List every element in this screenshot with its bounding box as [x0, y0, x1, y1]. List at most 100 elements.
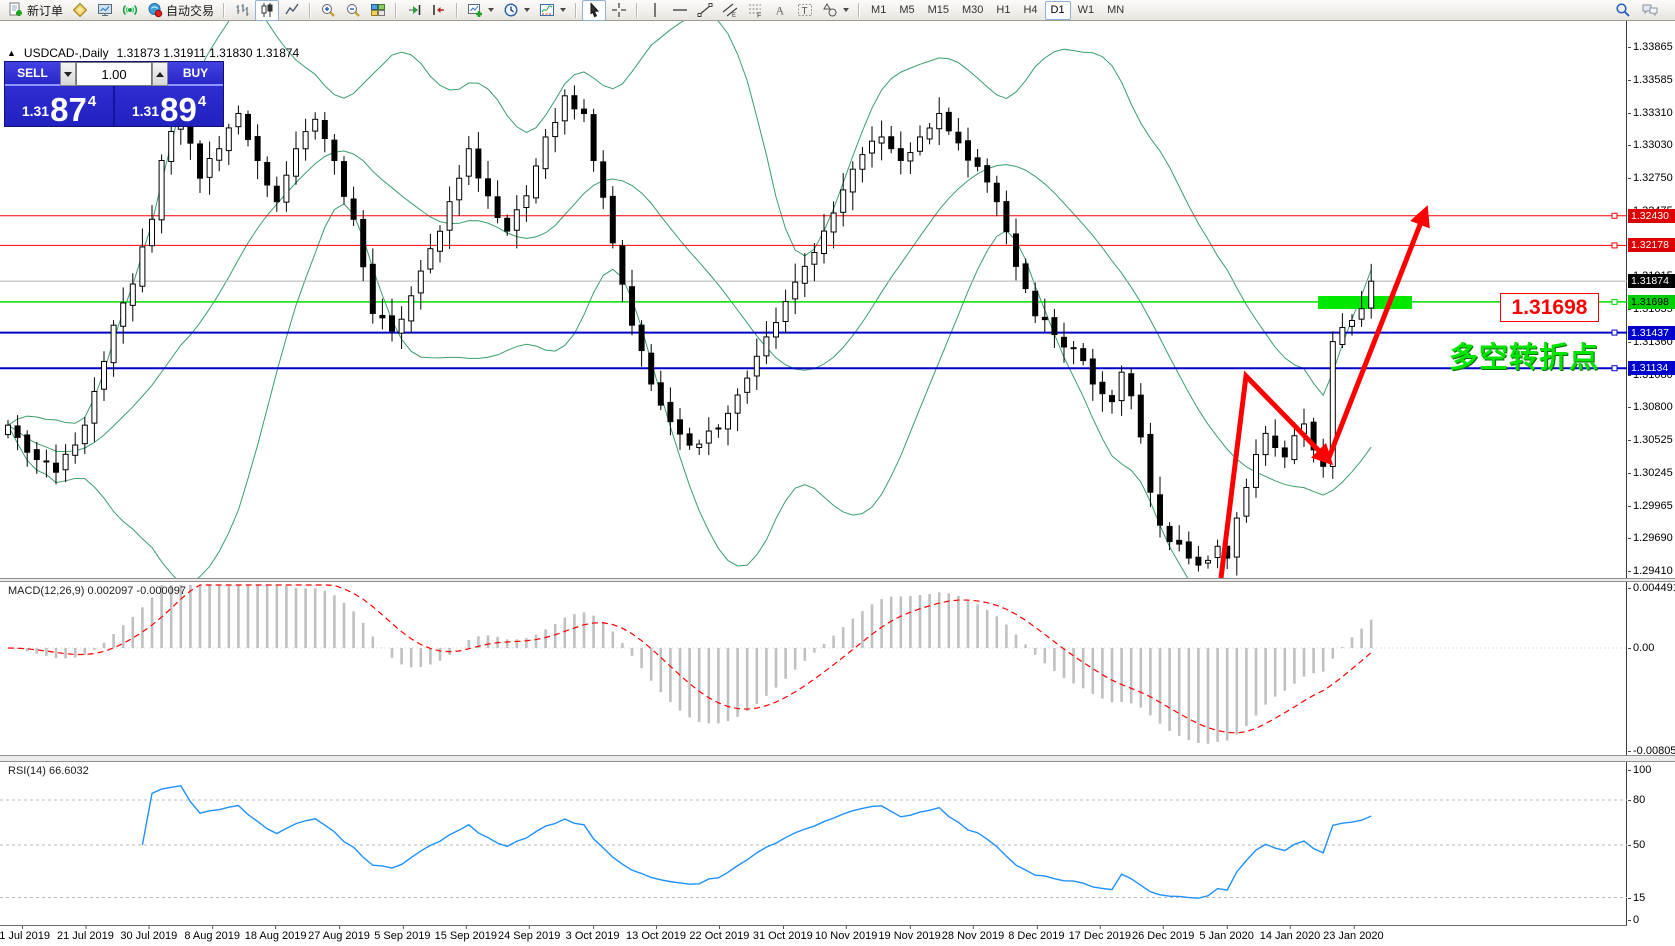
- timeframe-H4[interactable]: H4: [1023, 3, 1038, 16]
- date-tick: 21 Jul 2019: [56, 926, 114, 942]
- volume-input[interactable]: [76, 62, 152, 86]
- rsi-canvas[interactable]: [0, 762, 1627, 925]
- price-tick: 1.30800: [1628, 401, 1673, 414]
- date-tick: 17 Dec 2019: [1068, 926, 1131, 942]
- svg-text:T: T: [802, 6, 808, 17]
- chat-icon[interactable]: [1641, 2, 1659, 18]
- price-badge-green: 1.31698: [1628, 294, 1675, 309]
- toolbar-separator: [636, 2, 639, 18]
- main-chart-pane[interactable]: ▲ USDCAD-,Daily 1.31873 1.31911 1.31830 …: [0, 21, 1627, 578]
- horizontal-line-icon: [673, 9, 688, 11]
- collapse-panel-icon[interactable]: ▲: [7, 48, 16, 58]
- new-order-button[interactable]: 新订单: [4, 0, 67, 21]
- market-watch-icon: [98, 4, 113, 16]
- channel-tool-button[interactable]: E: [718, 0, 742, 21]
- tile-windows-button[interactable]: [366, 0, 390, 21]
- price-tick: 1.29410: [1628, 565, 1673, 577]
- chart-shift-button[interactable]: [427, 0, 451, 21]
- timeframe-M30[interactable]: M30: [962, 3, 984, 16]
- price-tick: 1.33585: [1628, 73, 1673, 86]
- trendline-tool-button[interactable]: [693, 0, 717, 21]
- timeframe-W1[interactable]: W1: [1077, 3, 1095, 16]
- price-axis[interactable]: 1.33865 1.33585 1.33310 1.33030 1.32750 1.324…: [1627, 21, 1675, 578]
- clock-icon: [504, 3, 518, 17]
- zoom-out-button[interactable]: [341, 0, 365, 21]
- timeframe-group: M1 M5 M15 M30 H1 H4 D1 W1 MN: [865, 0, 1130, 20]
- sell-price-display[interactable]: 1.31 87 4: [5, 86, 113, 126]
- trendline-icon: [697, 3, 713, 17]
- new-chart-button[interactable]: [463, 0, 498, 21]
- line-chart-mode-button[interactable]: [280, 0, 304, 21]
- toolbar-separator: [456, 2, 459, 18]
- price-tick: 1.33865: [1628, 41, 1673, 53]
- cursor-tool-button[interactable]: [582, 0, 607, 21]
- date-tick: 30 Jul 2019: [120, 926, 178, 942]
- search-icon[interactable]: [1615, 2, 1631, 18]
- navigator-button[interactable]: [118, 0, 142, 21]
- text-tool-button[interactable]: A: [768, 0, 792, 21]
- triangle-down-icon: [64, 71, 72, 77]
- auto-trading-label: 自动交易: [166, 3, 215, 18]
- auto-trading-button[interactable]: 自动交易: [143, 0, 218, 21]
- volume-increase-button[interactable]: [152, 62, 168, 86]
- timeframe-M1[interactable]: M1: [871, 3, 887, 16]
- date-tick: 26 Dec 2019: [1131, 926, 1195, 942]
- pane-splitter[interactable]: [0, 755, 1675, 762]
- indicators-button[interactable]: [535, 0, 570, 21]
- crosshair-tool-button[interactable]: [607, 0, 631, 21]
- auto-scroll-button[interactable]: [402, 0, 426, 21]
- ohlc-values: 1.31873 1.31911 1.31830 1.31874: [116, 46, 300, 60]
- sell-button[interactable]: SELL: [5, 62, 60, 86]
- date-tick: 14 Jan 2020: [1259, 926, 1321, 942]
- cursor-icon: [590, 2, 600, 18]
- buy-price-display[interactable]: 1.31 89 4: [113, 86, 223, 126]
- price-badge-current: 1.31874: [1628, 274, 1675, 289]
- date-tick: 19 Nov 2019: [878, 926, 941, 942]
- rsi-pane[interactable]: RSI(14) 66.6032: [0, 762, 1627, 925]
- date-tick: 27 Aug 2019: [308, 926, 370, 942]
- date-tick: 31 Oct 2019: [752, 926, 813, 942]
- timeframe-MN[interactable]: MN: [1107, 3, 1125, 16]
- market-watch-button[interactable]: [93, 0, 117, 21]
- date-axis[interactable]: 11 Jul 2019 21 Jul 2019 30 Jul 2019 8 Aug 2…: [0, 925, 1627, 946]
- zoom-in-button[interactable]: [316, 0, 340, 21]
- buy-button[interactable]: BUY: [168, 62, 223, 86]
- macd-pane[interactable]: MACD(12,26,9) 0.002097 -0.000097: [0, 582, 1627, 755]
- dropdown-caret-icon: [488, 8, 495, 12]
- timeframe-H1[interactable]: H1: [996, 3, 1011, 16]
- line-chart-icon: [285, 3, 299, 15]
- main-chart-canvas[interactable]: [0, 21, 1627, 578]
- price-badge-blue: 1.31134: [1628, 361, 1675, 376]
- rsi-axis[interactable]: 100 80 50 15 0: [1627, 762, 1675, 926]
- bar-chart-mode-button[interactable]: [230, 0, 254, 21]
- shapes-tool-button[interactable]: [818, 0, 853, 21]
- candlestick-mode-button[interactable]: [255, 0, 280, 21]
- dropdown-caret-icon: [843, 8, 850, 12]
- toolbar-separator: [575, 2, 578, 18]
- pane-splitter[interactable]: [0, 578, 1675, 582]
- chart-title: ▲ USDCAD-,Daily 1.31873 1.31911 1.31830 …: [7, 46, 299, 60]
- charts-profile-button[interactable]: [68, 0, 92, 21]
- price-tick: 1.33310: [1628, 106, 1673, 119]
- fibonacci-tool-button[interactable]: F: [743, 0, 767, 21]
- horizontal-line-tool-button[interactable]: [668, 0, 692, 21]
- volume-decrease-button[interactable]: [60, 62, 76, 86]
- macd-canvas[interactable]: [0, 582, 1627, 755]
- sell-price-pips: 4: [87, 93, 97, 110]
- fibonacci-icon: F: [749, 4, 761, 18]
- timeframe-M15[interactable]: M15: [927, 3, 949, 16]
- periods-button[interactable]: [499, 0, 534, 21]
- turning-point-annotation[interactable]: 多空转折点: [1449, 342, 1600, 374]
- auto-trading-icon: [148, 3, 163, 18]
- zoom-in-icon: [322, 4, 335, 17]
- timeframe-M5[interactable]: M5: [899, 3, 915, 16]
- timeframe-D1[interactable]: D1: [1044, 0, 1071, 20]
- sell-price-big: 87: [50, 90, 87, 128]
- buy-price-head: 1.31: [131, 103, 160, 119]
- price-badge-blue: 1.31437: [1628, 325, 1675, 340]
- vertical-line-tool-button[interactable]: [643, 0, 667, 21]
- macd-axis[interactable]: 0.004491 0.00 -0.008055: [1627, 582, 1675, 757]
- toolbar-separator: [858, 2, 861, 18]
- text-label-tool-button[interactable]: T: [793, 0, 817, 21]
- price-level-callout[interactable]: 1.31698: [1500, 293, 1599, 322]
